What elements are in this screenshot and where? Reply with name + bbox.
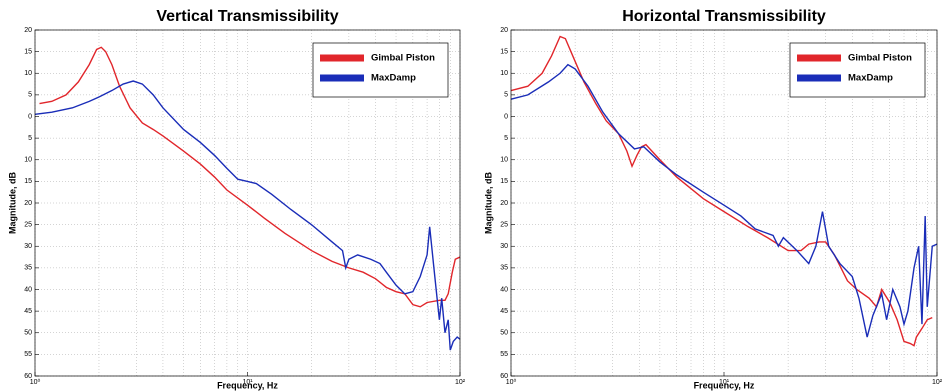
legend-label: Gimbal Piston <box>848 53 912 64</box>
chart-title: Vertical Transmissibility <box>156 8 338 25</box>
y-tick-label: 40 <box>24 286 32 293</box>
y-tick-label: 25 <box>24 221 32 228</box>
chart: Horizontal Transmissibility Frequency, Hz… <box>483 8 942 390</box>
legend-label: Gimbal Piston <box>371 53 435 64</box>
chart-title: Horizontal Transmissibility <box>622 8 826 25</box>
legend-box <box>789 42 926 98</box>
y-tick-label: 45 <box>24 308 32 315</box>
y-tick-label: 0 <box>504 113 508 120</box>
legend-box <box>312 42 449 98</box>
y-tick-label: 20 <box>500 27 508 34</box>
y-tick-label: 40 <box>500 286 508 293</box>
x-tick-label: 10² <box>932 379 943 386</box>
y-tick-label: 55 <box>24 351 32 358</box>
y-tick-label: 10 <box>500 70 508 77</box>
y-tick-label: 35 <box>500 265 508 272</box>
y-tick-label: 20 <box>24 200 32 207</box>
x-tick-label: 10¹ <box>242 379 253 386</box>
y-tick-label: 50 <box>500 330 508 337</box>
y-tick-label: 5 <box>28 92 32 99</box>
x-tick-label: 10⁰ <box>506 378 517 386</box>
x-axis-label: Frequency, Hz <box>694 380 755 390</box>
x-tick-label: 10⁰ <box>30 378 41 386</box>
y-tick-label: 5 <box>28 135 32 142</box>
series-line <box>34 80 461 351</box>
y-tick-label: 5 <box>504 135 508 142</box>
x-tick-label: 10² <box>455 379 466 386</box>
y-tick-label: 20 <box>24 27 32 34</box>
y-tick-label: 20 <box>500 200 508 207</box>
y-tick-label: 35 <box>24 265 32 272</box>
y-tick-label: 45 <box>500 308 508 315</box>
legend-swatch <box>797 54 841 62</box>
y-tick-label: 5 <box>504 92 508 99</box>
series-line <box>510 63 938 338</box>
y-axis-label: Magnitude, dB <box>483 172 493 234</box>
y-tick-label: 0 <box>28 113 32 120</box>
y-tick-label: 10 <box>24 70 32 77</box>
x-tick-label: 10¹ <box>719 379 730 386</box>
x-axis-label: Frequency, Hz <box>217 380 278 390</box>
y-tick-label: 30 <box>500 243 508 250</box>
chart: Vertical Transmissibility Frequency, Hz Ma… <box>7 8 465 390</box>
y-tick-label: 50 <box>24 330 32 337</box>
legend-swatch <box>320 54 364 62</box>
y-tick-label: 60 <box>24 373 32 380</box>
legend-swatch <box>797 74 841 82</box>
plot-frame <box>34 29 461 377</box>
series-line <box>39 46 461 308</box>
y-tick-label: 10 <box>24 157 32 164</box>
y-tick-label: 10 <box>500 157 508 164</box>
legend-label: MaxDamp <box>848 73 893 84</box>
y-tick-label: 60 <box>500 373 508 380</box>
y-tick-label: 15 <box>500 48 508 55</box>
plot-frame <box>510 29 938 377</box>
legend-label: MaxDamp <box>371 73 416 84</box>
y-tick-label: 55 <box>500 351 508 358</box>
y-tick-label: 15 <box>24 178 32 185</box>
y-axis-label: Magnitude, dB <box>7 172 17 234</box>
y-tick-label: 25 <box>500 221 508 228</box>
y-tick-label: 15 <box>24 48 32 55</box>
y-tick-label: 30 <box>24 243 32 250</box>
legend-swatch <box>320 74 364 82</box>
y-tick-label: 15 <box>500 178 508 185</box>
